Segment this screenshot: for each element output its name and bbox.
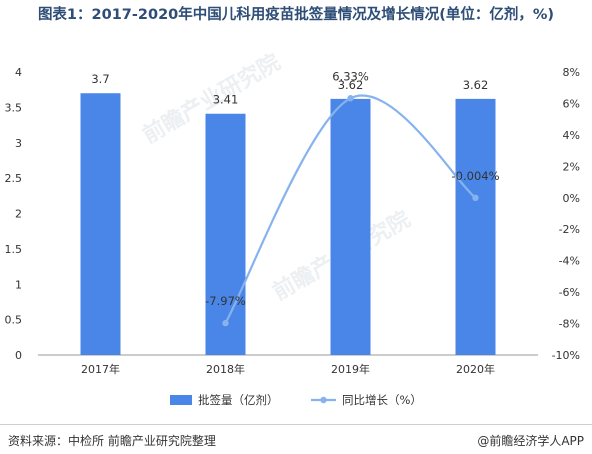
y-left-tick-label: 2 xyxy=(15,208,22,221)
x-tick-label: 2019年 xyxy=(331,362,370,376)
bar xyxy=(455,98,496,355)
y-right-tick-label: -10% xyxy=(552,349,580,362)
y-right-tick-label: 0% xyxy=(563,192,580,205)
legend-bar-swatch xyxy=(170,395,192,405)
legend-line-label: 同比增长（%） xyxy=(342,393,422,407)
chart: 前瞻产业研究院前瞻产业研究院 00.511.522.533.54-10%-8%-… xyxy=(5,49,581,407)
y-right-tick-label: 4% xyxy=(563,129,580,142)
y-right-tick-label: -2% xyxy=(559,223,580,236)
brand-credit: @前瞻经济学人APP xyxy=(477,434,584,448)
chart-title: 图表1：2017-2020年中国儿科用疫苗批签量情况及增长情况(单位：亿剂，%) xyxy=(37,7,555,23)
footer: 资料来源：中检所 前瞻产业研究院整理 @前瞻经济学人APP xyxy=(0,424,592,454)
y-left-tick-label: 1 xyxy=(15,278,22,291)
bar-value-label: 3.41 xyxy=(213,93,239,107)
source-note: 资料来源：中检所 前瞻产业研究院整理 xyxy=(8,434,216,448)
growth-value-label: -0.004% xyxy=(452,169,500,183)
y-left-tick-label: 0.5 xyxy=(5,314,23,327)
growth-line xyxy=(224,94,477,324)
x-tick-label: 2018年 xyxy=(206,362,245,376)
y-right-tick-label: -4% xyxy=(559,255,580,268)
legend-bar-label: 批签量（亿剂） xyxy=(198,393,279,407)
x-tick-label: 2017年 xyxy=(81,362,120,376)
y-left-tick-label: 2.5 xyxy=(5,172,23,185)
legend-line-marker xyxy=(320,396,327,404)
growth-value-label: -7.97% xyxy=(205,294,246,308)
bar-value-label: 3.7 xyxy=(91,72,109,86)
x-tick-label: 2020年 xyxy=(456,362,495,376)
bar xyxy=(205,113,246,356)
y-left-tick-label: 3 xyxy=(15,137,22,150)
y-left-tick-label: 3.5 xyxy=(5,101,23,114)
bar xyxy=(80,93,121,355)
bar-value-label: 3.62 xyxy=(463,78,489,92)
y-right-tick-label: 6% xyxy=(563,97,580,110)
bar-value-label: 3.62 xyxy=(338,78,364,92)
growth-point xyxy=(222,319,229,327)
y-right-tick-label: -6% xyxy=(559,286,580,299)
y-right-tick-label: -8% xyxy=(559,318,580,331)
y-left-tick-label: 1.5 xyxy=(5,243,23,256)
growth-point xyxy=(347,95,354,102)
growth-point xyxy=(472,194,479,202)
y-right-tick-label: 8% xyxy=(563,66,580,79)
bar xyxy=(330,98,371,355)
footer-divider xyxy=(0,424,592,425)
y-left-tick-label: 0 xyxy=(15,349,22,362)
growth-value-label: 6.33% xyxy=(332,69,369,83)
y-left-tick-label: 4 xyxy=(15,66,22,79)
y-right-tick-label: 2% xyxy=(563,160,580,173)
